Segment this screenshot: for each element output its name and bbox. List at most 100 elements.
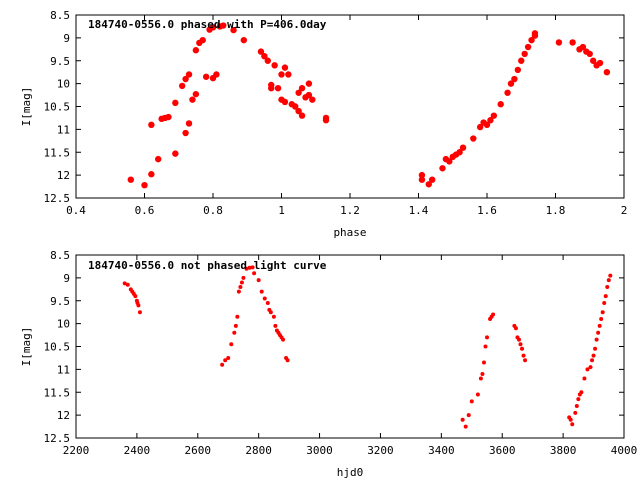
unphased-light-curve-panel: 2200 2400 2600 2800 3000 3200 3400 3600 3800 4000… [20,249,637,479]
data-point [285,71,292,78]
y-tick-label: 8.5 [50,9,70,22]
data-point [262,296,267,301]
y-axis-label: I[mag] [20,87,33,127]
data-point [265,301,270,306]
data-point [295,107,302,115]
data-point [528,36,535,44]
data-point [418,171,426,179]
data-point [491,312,496,317]
x-tick-label: 1 [278,204,285,217]
x-tick-label: 3000 [306,444,333,457]
data-point [295,89,302,96]
x-tick-label: 0.8 [203,204,223,217]
data-point [507,80,515,87]
data-point [513,326,518,331]
x-tick-label: 3600 [489,444,516,457]
data-point [257,48,265,55]
y-axis-label: I[mag] [20,327,33,367]
data-point [574,403,579,408]
data-point [259,289,264,294]
y-tick-label: 9 [63,32,70,45]
x-tick-label: 1.8 [546,204,566,217]
x-tick-label: 0.4 [66,204,86,217]
data-point [236,289,241,294]
data-point [133,294,138,299]
data-points [127,22,611,189]
data-point [213,71,220,78]
data-point [137,310,142,315]
data-point [605,285,610,290]
data-point [425,181,432,188]
data-point [125,282,130,287]
data-point [483,344,488,349]
data-point [256,278,261,283]
data-point [172,150,179,157]
data-point [596,330,601,335]
data-point [456,149,463,156]
data-point [597,323,602,328]
x-tick-label: 2400 [124,444,151,457]
data-point [476,123,484,131]
data-point [165,113,172,121]
data-point [531,30,539,37]
data-point [469,399,474,404]
x-axis-label: phase [333,226,366,239]
data-point [230,26,237,34]
data-point [568,417,573,422]
data-point [579,390,584,395]
data-point [305,91,313,99]
data-point [223,358,228,363]
data-point [233,323,238,328]
data-points [122,265,613,429]
data-point [518,342,523,347]
data-point [439,165,446,172]
data-point [281,64,289,71]
data-point [460,417,465,422]
data-point [148,121,155,128]
data-point [606,278,611,283]
y-tick-label: 11 [57,363,70,376]
data-point [285,358,290,363]
data-point [220,22,227,29]
data-point [590,358,595,363]
x-tick-label: 1.6 [477,204,497,217]
x-tick-label: 2200 [63,444,90,457]
data-point [591,353,596,358]
data-point [292,103,299,110]
data-point [247,265,252,270]
data-point [261,52,268,60]
data-point [250,265,255,270]
data-point [273,323,278,328]
data-point [589,57,597,64]
data-point [281,337,286,342]
y-tick-label: 12.5 [44,432,71,445]
data-point [593,346,598,351]
data-point [570,422,575,427]
data-point [172,99,179,107]
data-point [521,50,528,58]
plot-frame [75,14,625,199]
data-point [418,176,426,183]
data-point [281,98,289,106]
data-point [209,24,217,31]
y-tick-label: 9 [63,272,70,285]
data-point [298,85,306,92]
data-point [136,303,141,308]
data-point [569,39,576,46]
y-tick-label: 11 [57,123,70,136]
data-point [523,358,528,363]
data-point [192,47,200,54]
x-tick-label: 3400 [428,444,455,457]
data-point [141,181,148,189]
data-point [220,362,225,367]
data-point [232,330,237,335]
data-point [148,171,155,178]
data-point [603,294,608,299]
data-point [226,355,231,360]
y-tick-label: 12 [57,409,70,422]
data-point [511,75,518,83]
data-point [514,66,522,74]
data-point [573,410,578,415]
data-point [585,367,590,372]
